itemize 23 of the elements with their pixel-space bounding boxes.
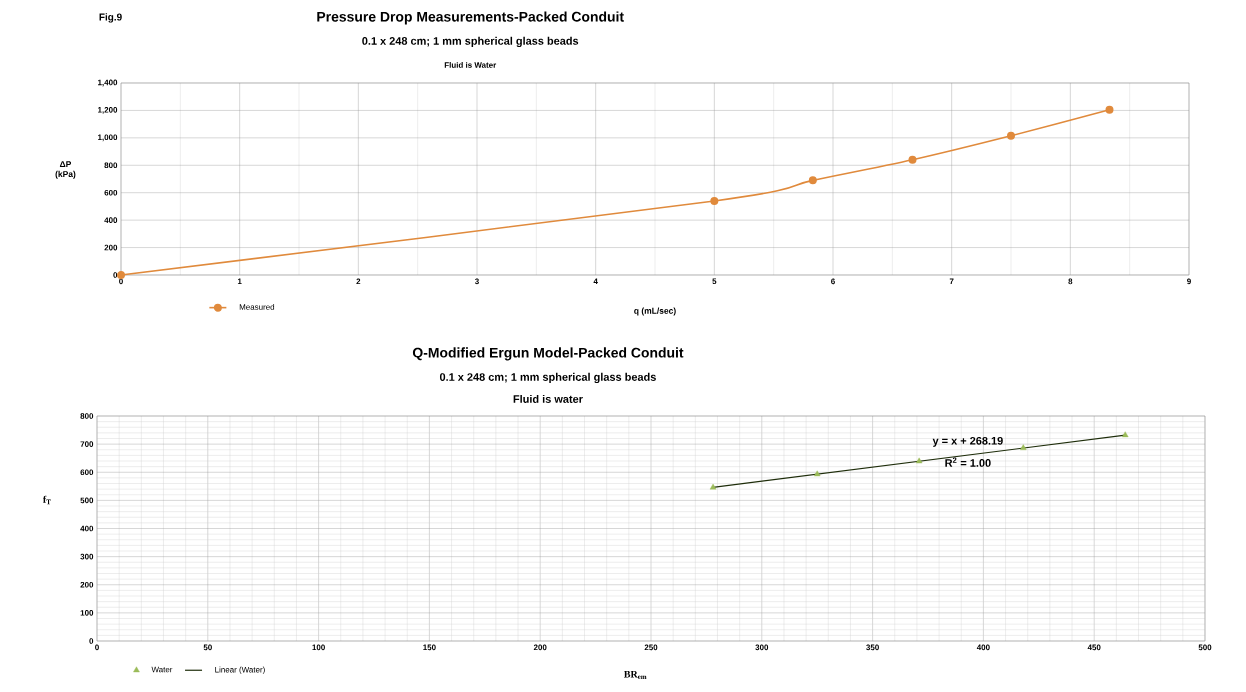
point — [808, 176, 817, 185]
point — [117, 271, 125, 279]
point — [908, 155, 917, 164]
x-axis-title: BR$_{em}$ — [624, 670, 647, 680]
chart-title: Q-Modified Ergun Model-Packed Conduit — [412, 347, 684, 361]
y-axis-title: ΔP (kPa) — [55, 161, 76, 179]
x-axis-title: q (mL/sec) — [634, 307, 676, 316]
point — [710, 196, 719, 205]
y-axis-title: f$_{T}$ — [42, 495, 51, 505]
point — [915, 457, 923, 464]
point — [1020, 444, 1027, 451]
annotation: R$^{2}$ = 1.00 — [945, 457, 991, 467]
caption: Fig.9 — [99, 13, 122, 23]
chart-title: Pressure Drop Measurements-Packed Conduit — [317, 11, 624, 25]
point — [1007, 131, 1015, 140]
chart-subtitle: 0.1 x 248 cm; 1 mm spherical glass beads — [362, 36, 579, 48]
text: Fluid is water — [513, 394, 583, 403]
point — [813, 470, 821, 477]
point — [1105, 105, 1114, 114]
annotation: y = x + 268.19 — [932, 436, 1003, 447]
point — [1121, 431, 1129, 438]
point — [709, 483, 717, 490]
chart-subtitle: 0.1 x 248 cm; 1 mm spherical glass beads — [439, 372, 656, 384]
